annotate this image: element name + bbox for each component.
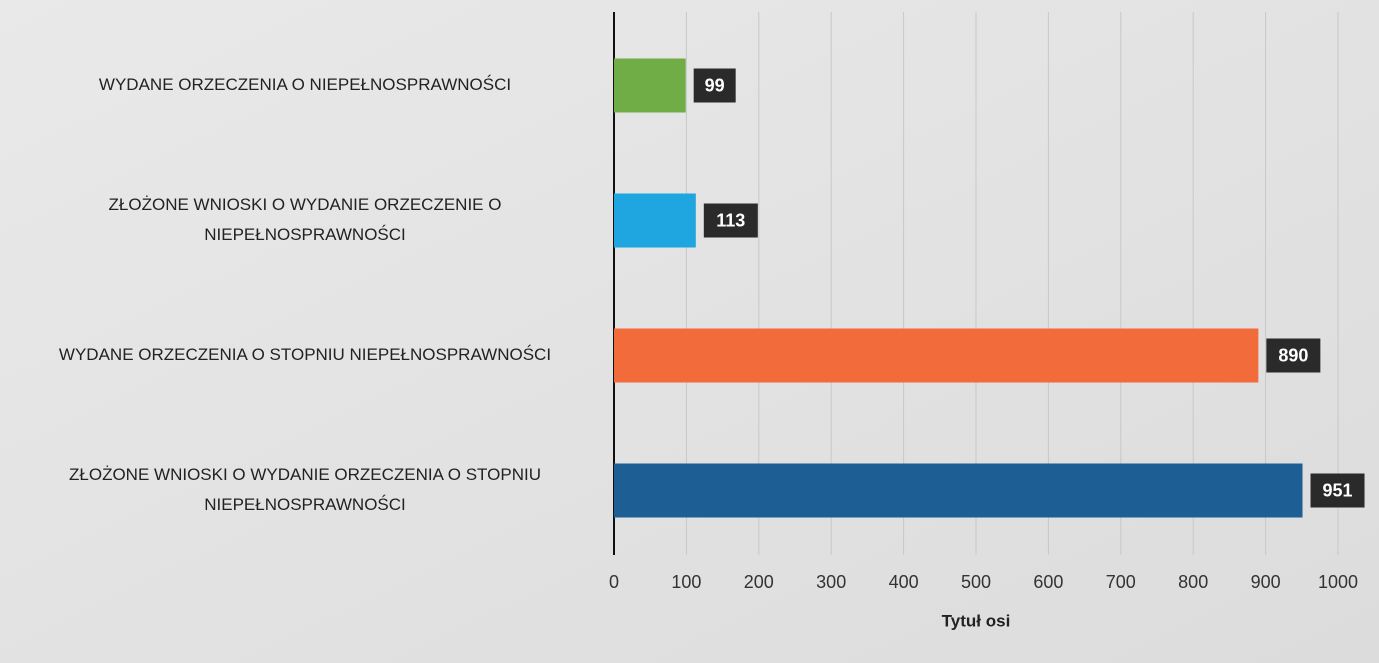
value-label: 99 bbox=[705, 75, 725, 95]
x-axis-title: Tytuł osi bbox=[942, 611, 1011, 630]
x-tick-label: 800 bbox=[1178, 572, 1208, 592]
bar bbox=[614, 463, 1303, 518]
x-tick-label: 200 bbox=[744, 572, 774, 592]
x-tick-label: 1000 bbox=[1318, 572, 1358, 592]
category-label: ZŁOŻONE WNIOSKI O WYDANIE ORZECZENIA O S… bbox=[69, 465, 541, 484]
category-label: WYDANE ORZECZENIA O NIEPEŁNOSPRAWNOŚCI bbox=[99, 75, 511, 94]
x-tick-label: 400 bbox=[889, 572, 919, 592]
category-label: WYDANE ORZECZENIA O STOPNIU NIEPEŁNOSPRA… bbox=[59, 345, 551, 364]
value-label: 951 bbox=[1323, 480, 1353, 500]
x-tick-label: 900 bbox=[1251, 572, 1281, 592]
bar bbox=[614, 328, 1259, 383]
bar bbox=[614, 193, 696, 248]
category-label: NIEPEŁNOSPRAWNOŚCI bbox=[204, 225, 406, 244]
category-label: ZŁOŻONE WNIOSKI O WYDANIE ORZECZENIE O bbox=[109, 195, 502, 214]
bar bbox=[614, 58, 686, 113]
category-label: NIEPEŁNOSPRAWNOŚCI bbox=[204, 495, 406, 514]
value-label: 890 bbox=[1278, 345, 1308, 365]
x-tick-label: 700 bbox=[1106, 572, 1136, 592]
x-tick-label: 600 bbox=[1033, 572, 1063, 592]
x-tick-label: 500 bbox=[961, 572, 991, 592]
x-tick-label: 0 bbox=[609, 572, 619, 592]
value-label-box bbox=[1310, 473, 1365, 508]
value-label: 113 bbox=[716, 210, 745, 230]
value-label-box bbox=[1266, 338, 1321, 373]
value-label-box bbox=[693, 68, 736, 103]
x-tick-label: 100 bbox=[671, 572, 701, 592]
value-label-box bbox=[703, 203, 758, 238]
x-tick-label: 300 bbox=[816, 572, 846, 592]
